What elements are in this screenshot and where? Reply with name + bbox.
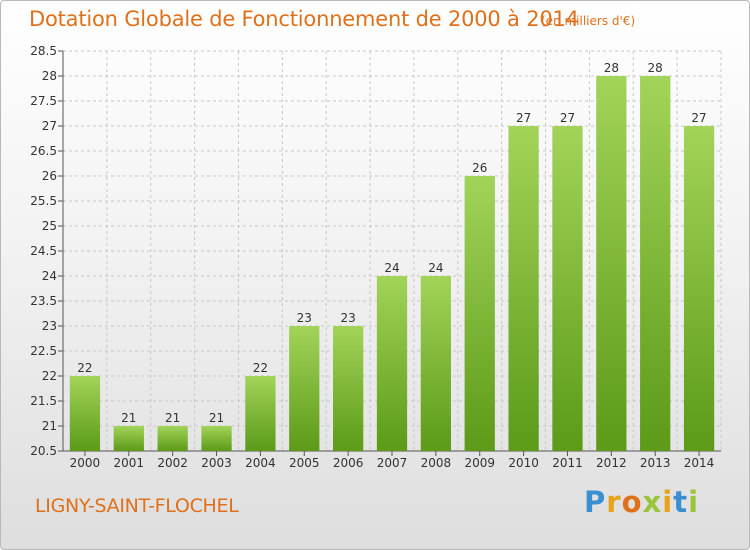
y-tick-label: 27 <box>42 119 57 133</box>
x-tick-label: 2006 <box>333 456 364 470</box>
x-tick-label: 2003 <box>201 456 232 470</box>
y-tick-label: 26.5 <box>30 144 57 158</box>
y-tick-label: 23.5 <box>30 294 57 308</box>
bar-value-label: 23 <box>340 311 355 325</box>
proxiti-logo[interactable]: Proxiti <box>584 485 700 519</box>
x-tick-label: 2005 <box>289 456 320 470</box>
x-tick-label: 2008 <box>421 456 452 470</box>
y-tick-label: 26 <box>42 169 57 183</box>
y-tick-label: 21.5 <box>30 394 57 408</box>
y-tick-label: 28.5 <box>30 44 57 58</box>
labels: 22 2000 21 2001 21 2002 21 2003 22 2004 23 2005 23 20… <box>70 61 715 470</box>
bar <box>289 326 320 451</box>
bar <box>420 276 452 451</box>
bar <box>596 76 627 451</box>
bar <box>508 126 539 451</box>
bar-value-label: 21 <box>165 411 180 425</box>
x-tick-label: 2001 <box>114 456 145 470</box>
y-tick-label: 24.5 <box>30 244 57 258</box>
y-tick-label: 22.5 <box>30 344 57 358</box>
bar <box>552 126 583 451</box>
x-tick-label: 2011 <box>552 456 583 470</box>
place-name: LIGNY-SAINT-FLOCHEL <box>35 495 239 517</box>
y-tick-label: 21 <box>42 419 57 433</box>
bar-value-label: 27 <box>516 111 531 125</box>
bar <box>640 76 671 451</box>
chart-title: Dotation Globale de Fonctionnement de 20… <box>29 7 579 31</box>
x-tick-label: 2012 <box>596 456 627 470</box>
bars <box>69 76 715 451</box>
bar <box>376 276 408 451</box>
bar-value-label: 24 <box>428 261 443 275</box>
bar <box>332 326 364 451</box>
bar-value-label: 23 <box>297 311 312 325</box>
bar <box>683 126 715 451</box>
bar-value-label: 22 <box>253 361 268 375</box>
x-tick-label: 2014 <box>684 456 715 470</box>
x-tick-label: 2002 <box>157 456 188 470</box>
y-tick-label: 22 <box>42 369 57 383</box>
bar-value-label: 26 <box>472 161 487 175</box>
bar <box>157 426 188 451</box>
bar-value-label: 28 <box>604 61 619 75</box>
bar-value-label: 28 <box>648 61 663 75</box>
bar <box>69 376 101 451</box>
bar-value-label: 21 <box>121 411 136 425</box>
x-tick-label: 2004 <box>245 456 276 470</box>
x-tick-label: 2009 <box>464 456 495 470</box>
bar <box>201 426 232 451</box>
x-tick-label: 2007 <box>377 456 408 470</box>
bar-value-label: 27 <box>560 111 575 125</box>
y-tick-label: 20.5 <box>30 444 57 458</box>
x-tick-label: 2013 <box>640 456 671 470</box>
x-tick-label: 2010 <box>508 456 539 470</box>
y-tick-label: 27.5 <box>30 94 57 108</box>
y-tick-label: 25.5 <box>30 194 57 208</box>
y-tick-label: 23 <box>42 319 57 333</box>
chart-subtitle: (en milliers d'€) <box>541 14 636 28</box>
bar-value-label: 27 <box>691 111 706 125</box>
y-tick-label: 28 <box>42 69 57 83</box>
bar <box>113 426 144 451</box>
x-tick-label: 2000 <box>70 456 101 470</box>
bar-value-label: 24 <box>384 261 399 275</box>
bar-value-label: 22 <box>77 361 92 375</box>
bar <box>245 376 276 451</box>
y-tick-label: 25 <box>42 219 57 233</box>
bar-value-label: 21 <box>209 411 224 425</box>
bar <box>464 176 495 451</box>
y-tick-label: 24 <box>42 269 57 283</box>
